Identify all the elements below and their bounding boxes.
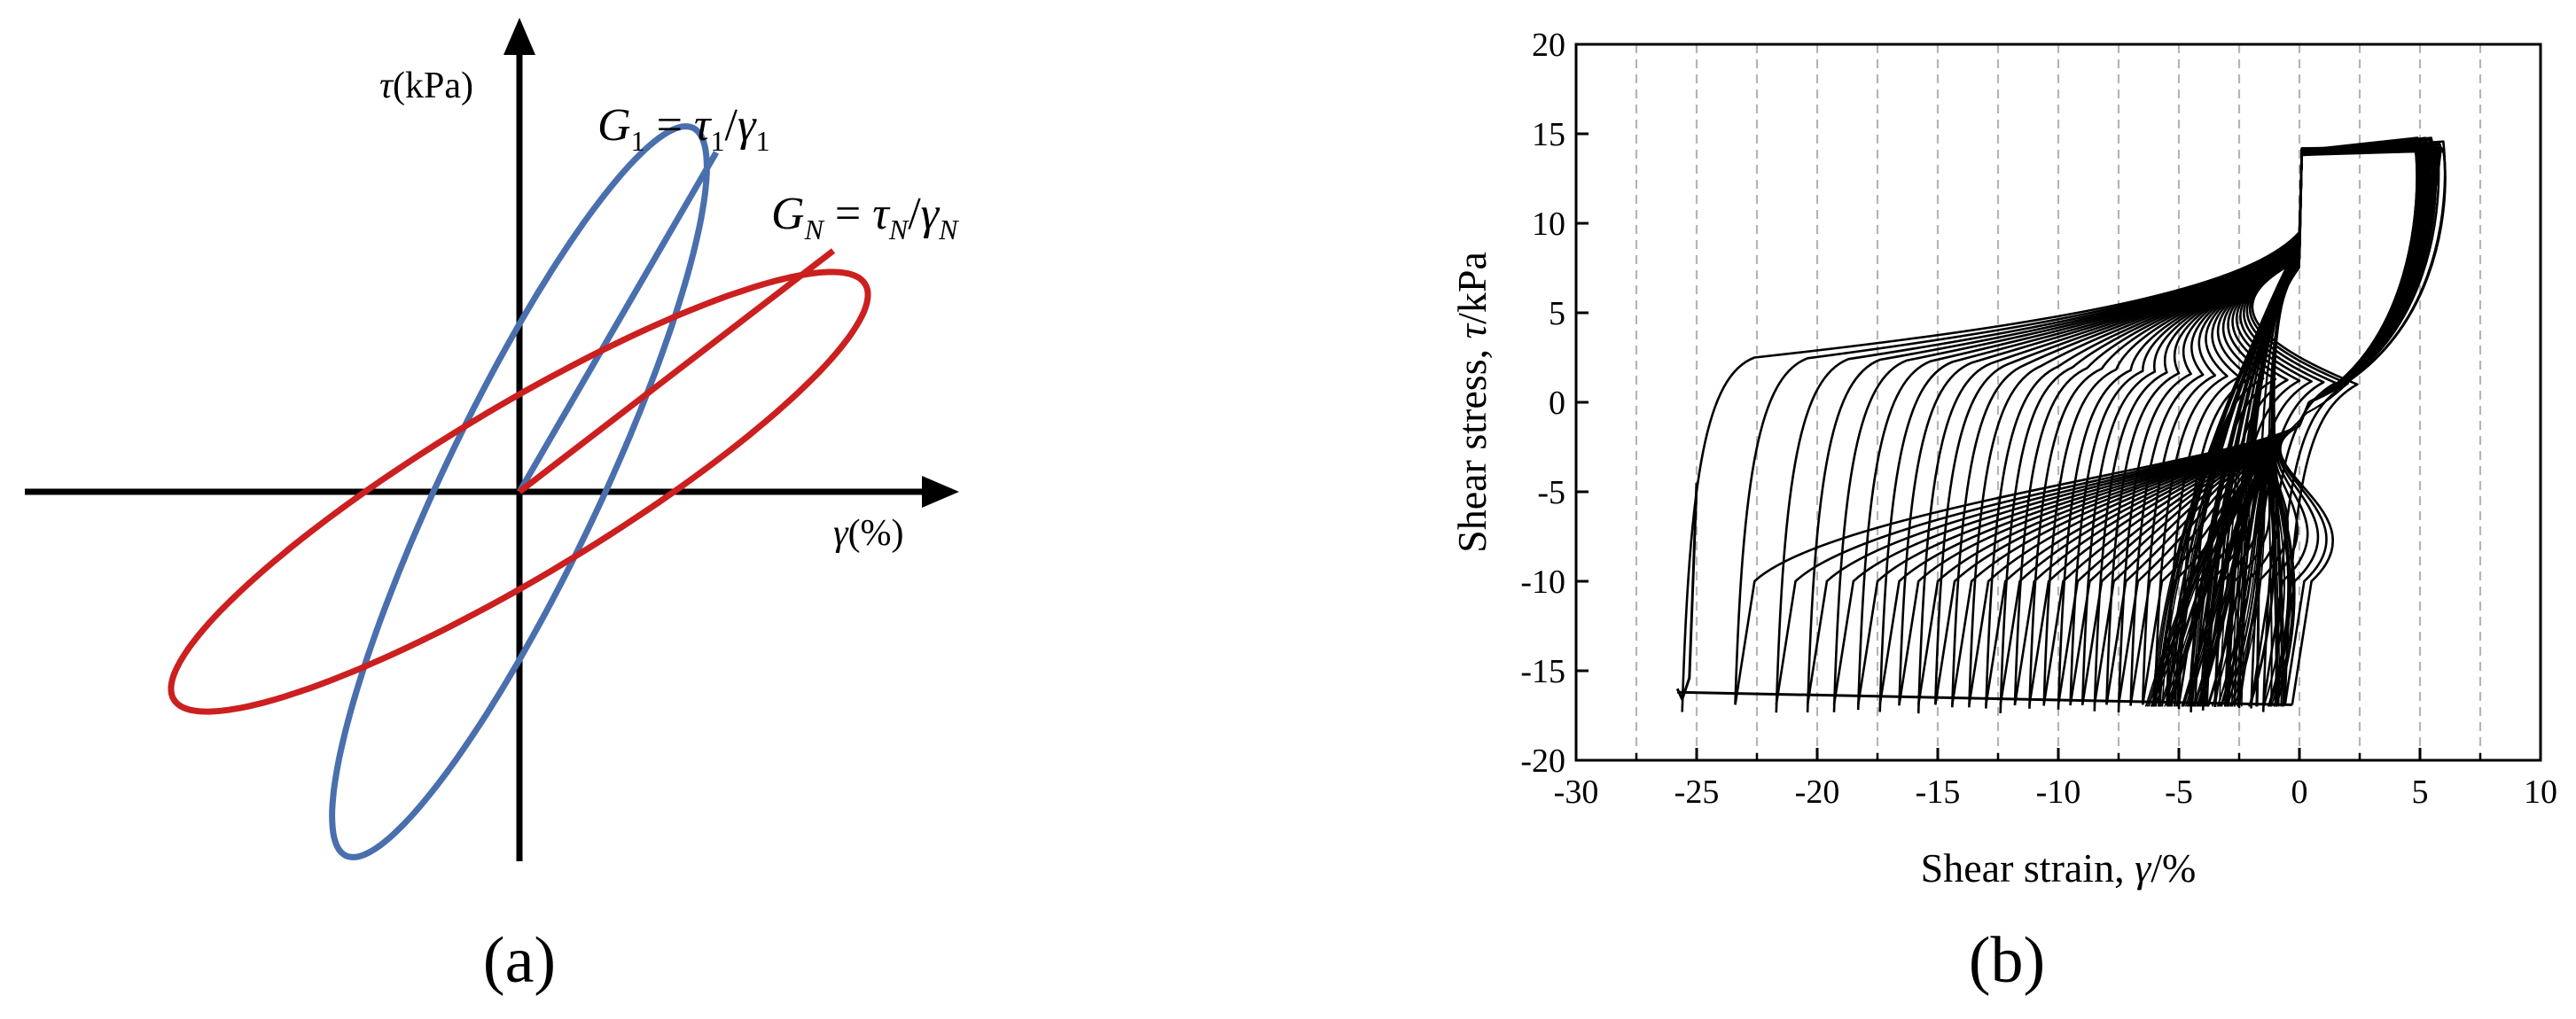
blue-secant-line: [519, 152, 716, 492]
y-tick-label: -15: [1520, 653, 1565, 690]
x-tick-label: 0: [2291, 774, 2308, 811]
panel-b: -30 -25 -20 -15 -10 -5 0 5 10-20-15-10-505101520…: [1449, 27, 2557, 997]
panel-a-y-label: τ(kPa): [379, 66, 473, 106]
x-tick-label: -25: [1674, 774, 1720, 811]
stress-strain-loop: [1900, 138, 2433, 706]
panel-a-x-arrowhead: [922, 476, 959, 508]
x-tick-label: -20: [1795, 774, 1840, 811]
x-tick-label: 5: [2412, 774, 2429, 811]
y-tick-label: -20: [1520, 743, 1565, 780]
x-tick-label: -10: [2036, 774, 2081, 811]
panel-a: τ(kPa) γ(%) G1 = τ1/γ1 GN = τN/γN (a): [25, 18, 959, 997]
panel-a-y-arrowhead: [503, 18, 535, 55]
y-tick-label: 20: [1532, 27, 1565, 64]
panel-b-x-axis-label: Shear strain, γ/%: [1921, 845, 2197, 891]
y-tick-label: 0: [1549, 385, 1565, 422]
equation-g1: G1 = τ1/γ1: [597, 100, 769, 157]
x-tick-label: -5: [2165, 774, 2193, 811]
panel-b-data: [1677, 138, 2445, 714]
equation-gn: GN = τN/γN: [771, 189, 959, 245]
y-tick-label: -5: [1537, 474, 1565, 511]
y-tick-label: 15: [1532, 116, 1565, 153]
panel-b-y-axis-label: Shear stress, τ/kPa: [1449, 252, 1495, 553]
stress-strain-loop-dense: [2218, 152, 2429, 707]
y-tick-label: 10: [1532, 206, 1565, 243]
x-tick-label: 10: [2524, 774, 2557, 811]
panel-a-x-label: γ(%): [833, 513, 904, 554]
y-tick-label: 5: [1549, 295, 1565, 332]
y-tick-label: -10: [1520, 564, 1565, 601]
panel-a-caption: (a): [483, 924, 556, 997]
panel-b-caption: (b): [1969, 924, 2045, 997]
x-tick-label: -15: [1916, 774, 1961, 811]
